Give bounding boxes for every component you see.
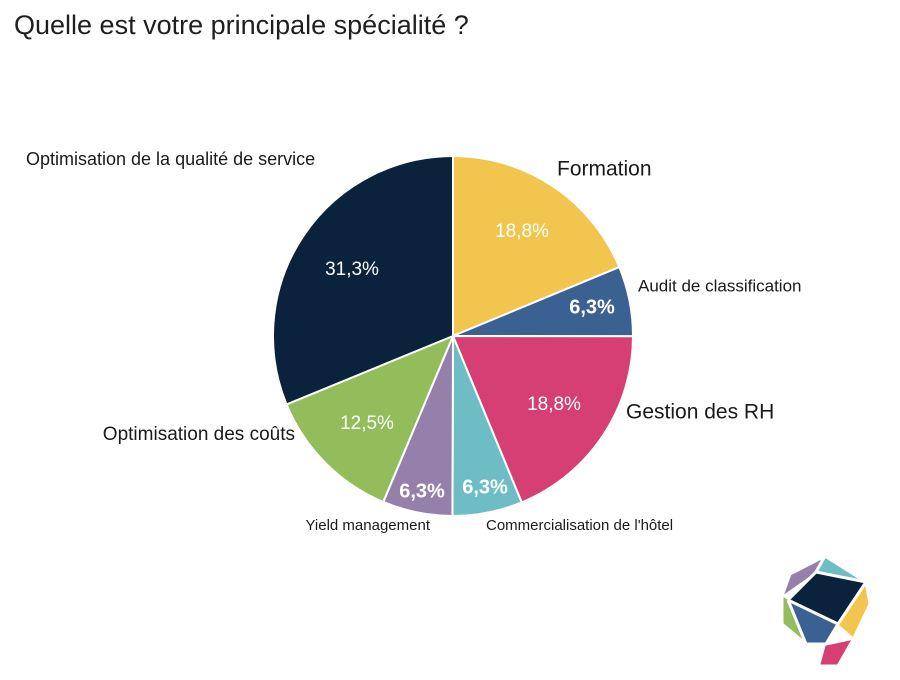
slice-category-label: Formation <box>557 158 652 181</box>
slice-value-label: 6,3% <box>569 296 615 318</box>
slice-category-label: Gestion des RH <box>626 401 774 424</box>
slice-value-label: 18,8% <box>527 394 581 415</box>
slice-category-label: Optimisation des coûts <box>103 424 295 445</box>
pie-slice-3 <box>451 334 635 504</box>
slice-value-label: 12,5% <box>340 413 394 434</box>
slice-category-label: Commercialisation de l'hôtel <box>486 517 673 534</box>
pie-slice-6 <box>285 334 455 504</box>
slice-category-label: Yield management <box>305 517 430 534</box>
pie-slice-1 <box>452 154 621 338</box>
pie-slice-7 <box>272 154 454 406</box>
slice-value-label: 6,3% <box>462 476 508 498</box>
slice-value-label: 31,3% <box>325 259 379 280</box>
logo-facet-yellow <box>838 582 870 638</box>
slice-category-label: Optimisation de la qualité de service <box>26 149 315 169</box>
logo-facet-purple <box>782 556 825 596</box>
slice-value-label: 18,8% <box>495 221 549 242</box>
map-pin-logo <box>780 554 872 668</box>
logo-facet-blue <box>788 600 838 644</box>
chart-question: Quelle est votre principale spécialité ? <box>14 10 469 40</box>
slice-category-label: Audit de classification <box>638 276 801 295</box>
logo-facet-pink <box>820 638 854 666</box>
slice-value-label: 6,3% <box>399 480 445 502</box>
